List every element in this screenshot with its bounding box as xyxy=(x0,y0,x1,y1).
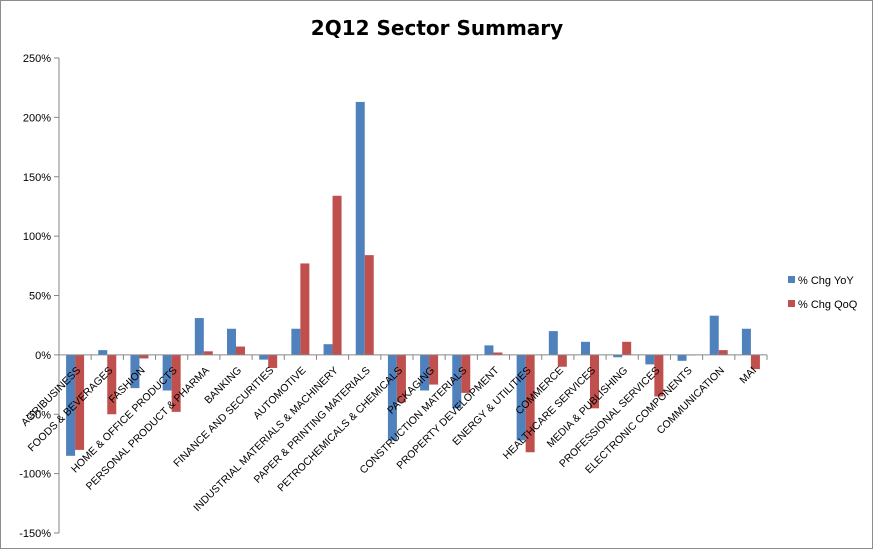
bar-qoq xyxy=(557,354,567,367)
bar-yoy xyxy=(194,318,204,355)
bar-yoy xyxy=(355,101,365,355)
bar-qoq xyxy=(493,352,503,355)
bar-yoy xyxy=(259,354,269,360)
bar-yoy xyxy=(291,328,301,355)
bar-qoq xyxy=(396,354,406,403)
y-tick-label: -100% xyxy=(19,469,51,481)
chart-title: 2Q12 Sector Summary xyxy=(311,16,563,40)
bar-qoq xyxy=(525,354,535,453)
bar-yoy xyxy=(613,354,623,358)
y-tick-label: 200% xyxy=(23,112,51,124)
bar-qoq xyxy=(461,354,471,393)
legend-swatch-qoq xyxy=(788,300,795,307)
bar-qoq xyxy=(332,195,342,355)
bar-yoy xyxy=(516,354,526,441)
bar-yoy xyxy=(581,341,590,355)
bar-qoq xyxy=(654,354,664,397)
y-tick-label: 100% xyxy=(23,231,51,243)
y-tick-label: -50% xyxy=(25,409,51,421)
bar-qoq xyxy=(750,354,760,370)
bar-yoy xyxy=(452,354,462,409)
bar-yoy xyxy=(548,331,558,355)
bar-qoq xyxy=(429,354,439,385)
bar-qoq xyxy=(75,354,85,450)
bar-yoy xyxy=(227,328,236,355)
y-tick-label: 0% xyxy=(35,350,51,362)
bar-qoq xyxy=(139,354,149,359)
bar-qoq xyxy=(236,346,245,355)
bar-qoq xyxy=(268,354,278,368)
bar-yoy xyxy=(709,315,719,355)
bar-yoy xyxy=(387,354,397,441)
bar-qoq xyxy=(718,350,728,355)
bar-yoy xyxy=(645,354,655,365)
bar-qoq xyxy=(622,341,632,355)
legend-label-yoy: % Chg YoY xyxy=(798,275,854,287)
bar-qoq xyxy=(590,354,599,409)
y-tick-label: 250% xyxy=(23,53,51,65)
bar-yoy xyxy=(420,354,430,391)
bar-yoy xyxy=(741,328,751,355)
y-tick-label: 50% xyxy=(29,291,51,303)
bar-qoq xyxy=(171,354,181,412)
bar-yoy xyxy=(484,345,494,355)
legend-swatch-yoy xyxy=(788,276,795,283)
bar-yoy xyxy=(130,354,140,389)
bar-qoq xyxy=(364,255,374,355)
bar-yoy xyxy=(323,344,333,355)
bar-yoy xyxy=(66,354,76,456)
bar-yoy xyxy=(98,350,108,355)
bar-yoy xyxy=(677,354,687,361)
bar-qoq xyxy=(203,351,213,355)
category-label: PAPER & PRINTING MATERIALS xyxy=(252,365,373,486)
bar-qoq xyxy=(107,354,117,415)
y-tick-label: 150% xyxy=(23,172,51,184)
bar-yoy xyxy=(162,354,172,391)
y-tick-label: -150% xyxy=(19,528,51,540)
bar-qoq xyxy=(300,263,310,355)
legend-label-qoq: % Chg QoQ xyxy=(798,299,858,311)
